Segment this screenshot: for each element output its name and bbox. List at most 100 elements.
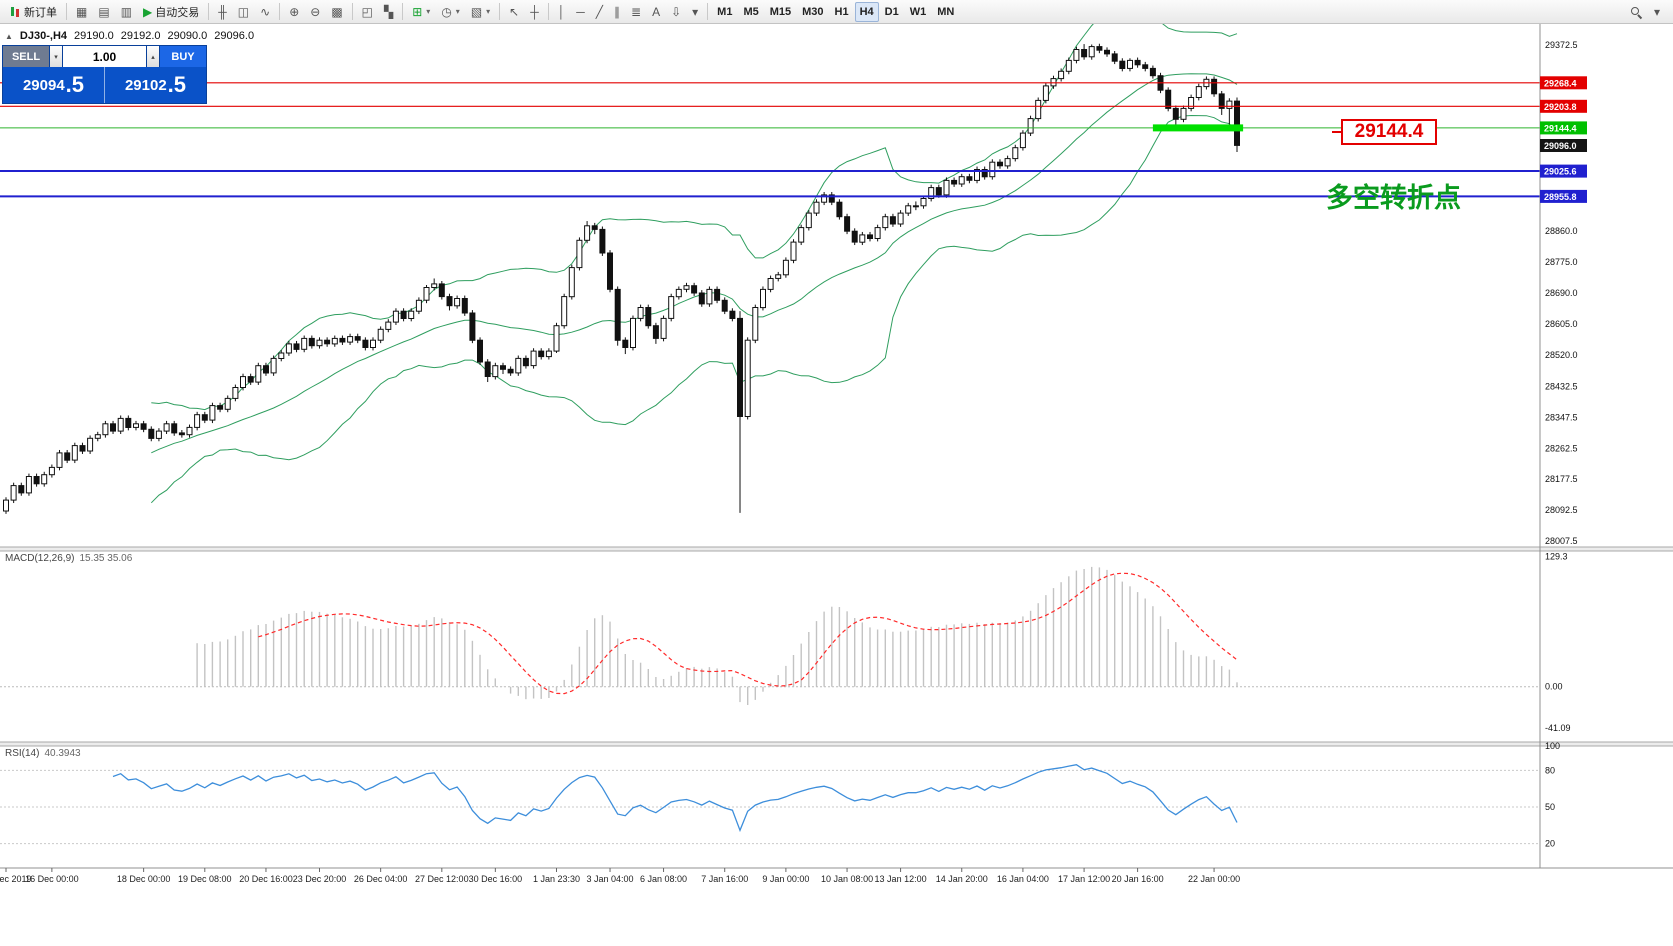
tf-m30-button[interactable]: M30 bbox=[797, 2, 828, 22]
bar-chart-button[interactable]: ╫ bbox=[213, 2, 232, 22]
grid-icon: ▩ bbox=[331, 4, 343, 19]
macd-values: 15.35 35.06 bbox=[79, 553, 133, 564]
price-chart[interactable]: 129.3 0.00 -41.09 100 80 50 20 29372.5 28860.0 28… bbox=[0, 24, 1673, 946]
tf-m5-button[interactable]: M5 bbox=[738, 2, 763, 22]
time-axis-label[interactable]: 30 Dec 16:00 bbox=[469, 874, 523, 884]
new-order-button[interactable]: 新订单 bbox=[4, 2, 62, 22]
rsi-axis-label: 80 bbox=[1545, 765, 1555, 775]
tf-h1-button[interactable]: H1 bbox=[830, 2, 854, 22]
tf-d1-button[interactable]: D1 bbox=[880, 2, 904, 22]
tf-m15-button[interactable]: M15 bbox=[765, 2, 796, 22]
objects-more-button[interactable]: ▾ bbox=[687, 2, 703, 22]
line-chart-button[interactable]: ∿ bbox=[255, 2, 275, 22]
price-axis-label: 29372.5 bbox=[1545, 40, 1578, 50]
tf-mn-button[interactable]: MN bbox=[932, 2, 959, 22]
annotation-note[interactable]: 多空转折点 bbox=[1326, 183, 1461, 213]
macd-name: MACD(12,26,9) bbox=[5, 553, 75, 564]
time-axis-label[interactable]: 10 Jan 08:00 bbox=[821, 874, 873, 884]
price-axis-label: 28432.5 bbox=[1545, 382, 1578, 392]
time-axis-label[interactable]: 20 Dec 16:00 bbox=[239, 874, 293, 884]
rsi-axis-label: 50 bbox=[1545, 802, 1555, 812]
time-axis-label[interactable]: 14 Jan 20:00 bbox=[936, 874, 988, 884]
price-tag bbox=[1540, 139, 1587, 152]
crosshair-button[interactable]: ┼ bbox=[525, 2, 544, 22]
time-axis-label[interactable]: 13 Jan 12:00 bbox=[875, 874, 927, 884]
tf-m1-button[interactable]: M1 bbox=[712, 2, 737, 22]
trendline-button[interactable]: ╱ bbox=[591, 2, 608, 22]
sell-price[interactable]: 29094 .5 bbox=[3, 67, 104, 103]
time-axis-label[interactable]: 26 Dec 04:00 bbox=[354, 874, 408, 884]
tf-m15-label: M15 bbox=[769, 5, 792, 18]
rsi-value: 40.3943 bbox=[44, 748, 81, 759]
time-axis-label[interactable]: 13 Dec 2019 bbox=[0, 874, 32, 884]
time-axis-label[interactable]: 22 Jan 00:00 bbox=[1188, 874, 1240, 884]
more-button[interactable]: ▾ bbox=[1649, 2, 1665, 22]
ohlc-high: 29192.0 bbox=[120, 30, 161, 42]
periods-button[interactable]: ◷ ▾ bbox=[436, 2, 465, 22]
tile-windows-button[interactable]: ◰ bbox=[357, 2, 378, 22]
chart-area[interactable]: 129.3 0.00 -41.09 100 80 50 20 29372.5 28860.0 28… bbox=[0, 24, 1673, 946]
tf-w1-button[interactable]: W1 bbox=[905, 2, 932, 22]
volume-increase-button[interactable]: ▴ bbox=[146, 46, 160, 67]
bb-upper-line bbox=[151, 24, 1238, 411]
search-icon bbox=[1630, 6, 1642, 18]
collapse-trade-panel-icon[interactable]: ▲ bbox=[5, 31, 13, 41]
buy-price[interactable]: 29102 .5 bbox=[104, 67, 206, 103]
panel-separator[interactable] bbox=[0, 547, 1673, 551]
macd-axis-label: 0.00 bbox=[1545, 682, 1563, 692]
svg-text:29268.4: 29268.4 bbox=[1544, 78, 1577, 88]
charts-button[interactable]: ▦ bbox=[71, 2, 92, 22]
zoom-in-button[interactable]: ⊕ bbox=[284, 2, 304, 22]
bar-chart-icon: ╫ bbox=[218, 4, 227, 19]
time-axis-label[interactable]: 3 Jan 04:00 bbox=[587, 874, 634, 884]
zoom-out-button[interactable]: ⊖ bbox=[305, 2, 325, 22]
fibonacci-button[interactable]: ≣ bbox=[626, 2, 646, 22]
cascade-windows-button[interactable]: ▚ bbox=[379, 2, 398, 22]
profiles-button[interactable]: ▤ bbox=[93, 2, 114, 22]
price-axis-label: 28605.0 bbox=[1545, 319, 1578, 329]
tf-d1-label: D1 bbox=[884, 5, 899, 18]
cursor-button[interactable]: ↖ bbox=[504, 2, 524, 22]
trendline-icon: ╱ bbox=[595, 4, 603, 19]
price-axis-label: 28347.5 bbox=[1545, 412, 1578, 422]
candle-chart-button[interactable]: ◫ bbox=[233, 2, 254, 22]
line-chart-icon: ∿ bbox=[260, 4, 271, 19]
market-watch-icon: ▥ bbox=[120, 4, 133, 19]
templates-button[interactable]: ▧ ▾ bbox=[466, 2, 495, 22]
auto-trading-button[interactable]: ▶ 自动交易 bbox=[138, 2, 204, 22]
time-axis-label[interactable]: 27 Dec 12:00 bbox=[415, 874, 469, 884]
time-axis-label[interactable]: 20 Jan 16:00 bbox=[1112, 874, 1164, 884]
time-axis-label[interactable]: 18 Dec 00:00 bbox=[117, 874, 171, 884]
support-zone-highlight[interactable] bbox=[1152, 124, 1244, 132]
vertical-line-button[interactable]: │ bbox=[553, 2, 571, 22]
tf-h4-button[interactable]: H4 bbox=[854, 1, 879, 22]
caret-down-icon: ▾ bbox=[426, 7, 431, 16]
grid-button[interactable]: ▩ bbox=[326, 2, 347, 22]
macd-signal-line bbox=[258, 572, 1238, 695]
time-axis-label[interactable]: 1 Jan 23:30 bbox=[533, 874, 580, 884]
time-axis-label[interactable]: 16 Jan 04:00 bbox=[997, 874, 1049, 884]
toolbar-right-group: ▾ bbox=[1625, 2, 1669, 22]
text-button[interactable]: A bbox=[647, 2, 665, 22]
time-axis-label[interactable]: 19 Dec 08:00 bbox=[178, 874, 232, 884]
volume-input[interactable]: 1.00 bbox=[63, 46, 146, 67]
time-axis-label[interactable]: 9 Jan 00:00 bbox=[762, 874, 809, 884]
toolbar-separator bbox=[279, 3, 281, 20]
price-callout[interactable]: 29144.4 bbox=[1332, 119, 1437, 145]
arrows-button[interactable]: ⇩ bbox=[666, 2, 686, 22]
channel-button[interactable]: ∥ bbox=[609, 2, 625, 22]
time-axis-label[interactable]: 16 Dec 00:00 bbox=[25, 874, 79, 884]
panel-separator[interactable] bbox=[0, 742, 1673, 746]
buy-button[interactable]: BUY bbox=[160, 46, 206, 67]
indicators-button[interactable]: ⊞ ▾ bbox=[407, 2, 435, 22]
time-axis-label[interactable]: 23 Dec 20:00 bbox=[293, 874, 347, 884]
ohlc-low: 29090.0 bbox=[167, 30, 208, 42]
sell-button[interactable]: SELL bbox=[3, 46, 49, 67]
search-button[interactable] bbox=[1625, 2, 1647, 22]
volume-decrease-button[interactable]: ▾ bbox=[49, 46, 63, 67]
market-watch-button[interactable]: ▥ bbox=[116, 2, 137, 22]
time-axis-label[interactable]: 17 Jan 12:00 bbox=[1058, 874, 1110, 884]
horizontal-line-button[interactable]: ─ bbox=[571, 2, 590, 22]
time-axis-label[interactable]: 7 Jan 16:00 bbox=[701, 874, 748, 884]
time-axis-label[interactable]: 6 Jan 08:00 bbox=[640, 874, 687, 884]
